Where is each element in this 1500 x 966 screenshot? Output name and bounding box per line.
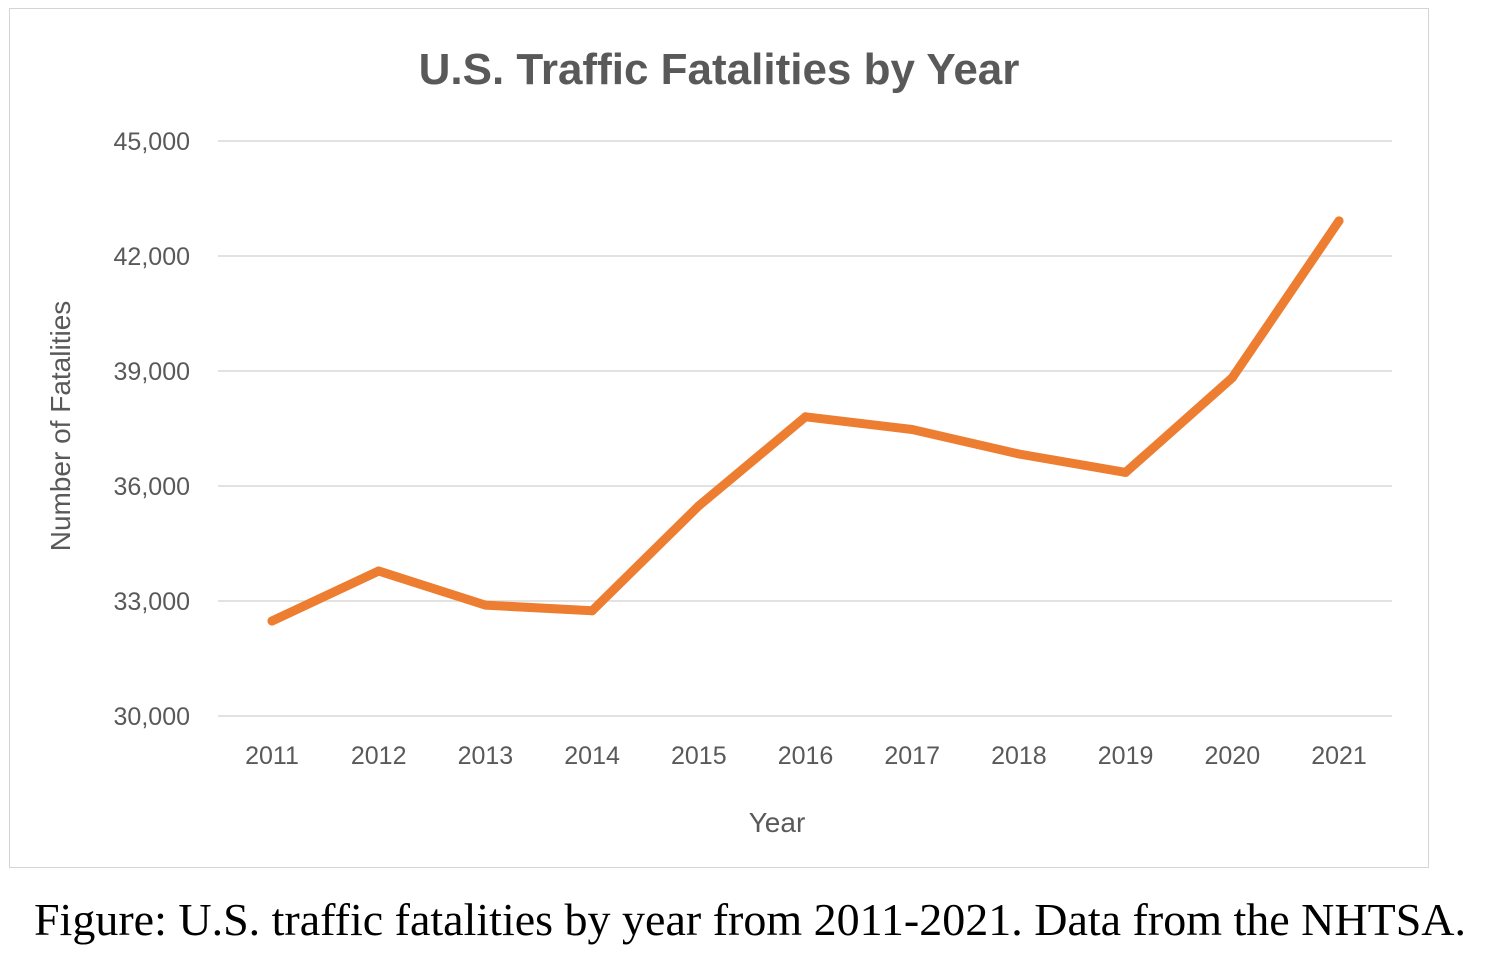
y-tick-label: 42,000 [114,243,190,271]
y-tick-label: 33,000 [114,588,190,616]
data-point [1334,216,1344,226]
x-tick-label: 2018 [991,742,1047,770]
data-point [374,566,384,576]
y-tick-label: 30,000 [114,703,190,731]
data-point [587,606,597,616]
x-tick-label: 2019 [1098,742,1154,770]
x-tick-label: 2012 [351,742,407,770]
data-point [1014,449,1024,459]
x-tick-label: 2015 [671,742,727,770]
data-point [694,501,704,511]
x-tick-label: 2011 [245,742,299,770]
y-tick-label: 39,000 [114,358,190,386]
x-tick-label: 2020 [1204,742,1260,770]
x-tick-label: 2014 [564,742,620,770]
x-axis-label: Year [749,807,806,838]
data-point [1227,373,1237,383]
y-axis-label: Number of Fatalities [45,301,76,552]
data-point [1121,467,1131,477]
figure-caption: Figure: U.S. traffic fatalities by year … [33,894,1467,945]
y-axis-ticks: 30,000 33,000 36,000 39,000 42,000 45,000 [114,128,190,731]
y-tick-label: 36,000 [114,473,190,501]
chart-title: U.S. Traffic Fatalities by Year [419,45,1020,94]
data-point [480,600,490,610]
data-point [801,412,810,422]
gridlines [218,140,1392,717]
data-point [267,616,277,626]
x-axis-ticks: 2011 2012 2013 2014 2015 2016 2017 2018 2019 2020… [245,742,1367,770]
x-tick-label: 2013 [458,742,514,770]
x-tick-label: 2016 [778,742,834,770]
data-point [907,425,917,435]
x-tick-label: 2017 [884,742,940,770]
x-tick-label: 2021 [1311,742,1367,770]
series-group [267,216,1344,626]
y-tick-label: 45,000 [114,128,190,156]
chart-frame [9,8,1429,868]
